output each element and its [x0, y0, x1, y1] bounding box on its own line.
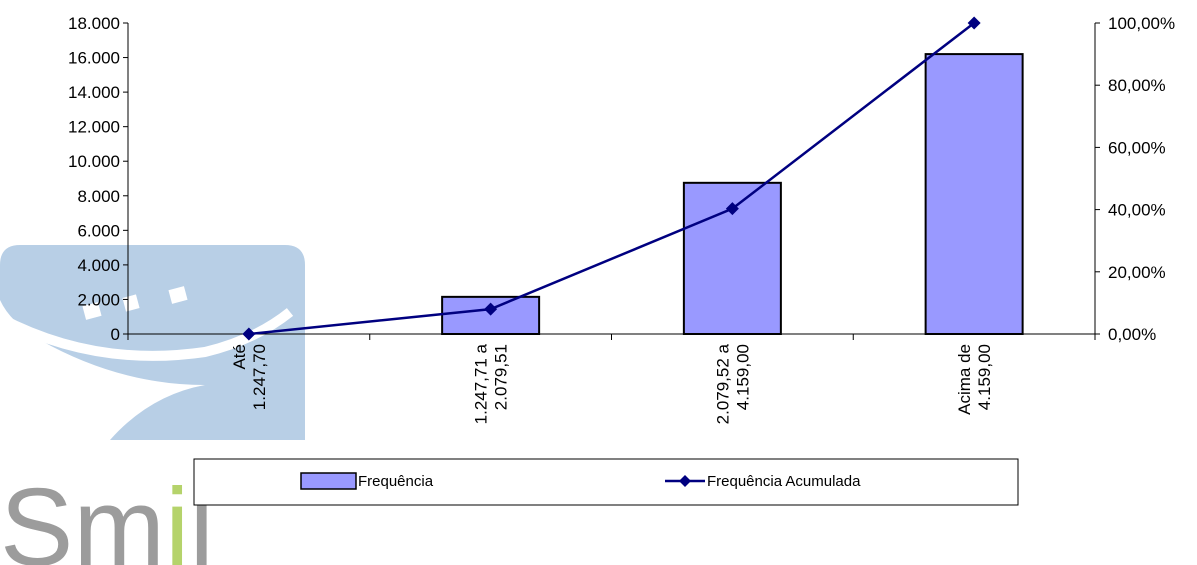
x-category-label-line: 1.247,70	[250, 344, 269, 410]
legend: Frequência Frequência Acumulada	[193, 458, 1019, 506]
y-left-tick-label: 14.000	[68, 83, 120, 102]
watermark-shape	[0, 245, 305, 440]
x-category-label: 2.079,52 a 4.159,00	[713, 343, 752, 424]
y-left-tick-label: 8.000	[77, 187, 120, 206]
x-category-label-line: Até	[230, 344, 249, 370]
watermark-eye-right	[168, 286, 188, 304]
x-category-label: Até 1.247,70	[230, 344, 269, 410]
y-left-tick-label: 6.000	[77, 221, 120, 240]
y-left-tick-label: 12.000	[68, 118, 120, 137]
x-category-label-line: 1.247,71 a	[472, 343, 491, 424]
legend-label-frequencia: Frequência	[358, 473, 434, 490]
line-series-group	[242, 16, 981, 341]
x-category-label: Acima de 4.159,00	[955, 344, 994, 415]
y-left-tick-label: 2.000	[77, 290, 120, 309]
y-left-tick-label: 0	[111, 325, 120, 344]
legend-label-frequencia-acumulada: Frequência Acumulada	[707, 473, 861, 490]
smile-watermark: Smil	[0, 245, 305, 565]
watermark-text: Smil	[0, 466, 214, 565]
legend-bar-swatch	[300, 472, 357, 490]
cumulative-marker-2	[725, 202, 739, 216]
cumulative-marker-0	[242, 327, 256, 341]
x-category-label-line: 2.079,52 a	[713, 343, 732, 424]
y-left-tick-label: 18.000	[68, 14, 120, 33]
y-right-tick-label: 20,00%	[1108, 263, 1166, 282]
x-category-label: 1.247,71 a 2.079,51	[472, 343, 511, 424]
watermark-eye-mid	[122, 294, 140, 312]
y-right-tick-label: 100,00%	[1108, 14, 1175, 33]
x-category-label-line: Acima de	[955, 344, 974, 415]
cumulative-marker-3	[967, 16, 981, 30]
x-category-label-line: 2.079,51	[492, 344, 511, 410]
y-left-tick-label: 10.000	[68, 152, 120, 171]
axes-group: 0 2.000 4.000 6.000 8.000 10.000 12.000 14.000 1…	[68, 14, 1175, 344]
y-right-tick-label: 40,00%	[1108, 201, 1166, 220]
y-right-tick-label: 0,00%	[1108, 325, 1156, 344]
legend-line-marker	[679, 475, 691, 487]
cumulative-line	[248, 22, 975, 336]
cumulative-marker-1	[484, 302, 498, 316]
y-right-tick-label: 80,00%	[1108, 76, 1166, 95]
y-left-tick-label: 4.000	[77, 256, 120, 275]
x-category-label-line: 4.159,00	[975, 344, 994, 410]
y-left-tick-label: 16.000	[68, 49, 120, 68]
watermark-smile-curve	[0, 308, 294, 361]
x-category-label-line: 4.159,00	[733, 344, 752, 410]
bar-3	[924, 53, 1024, 335]
y-right-tick-label: 60,00%	[1108, 138, 1166, 157]
watermark-eye-left	[82, 302, 102, 320]
